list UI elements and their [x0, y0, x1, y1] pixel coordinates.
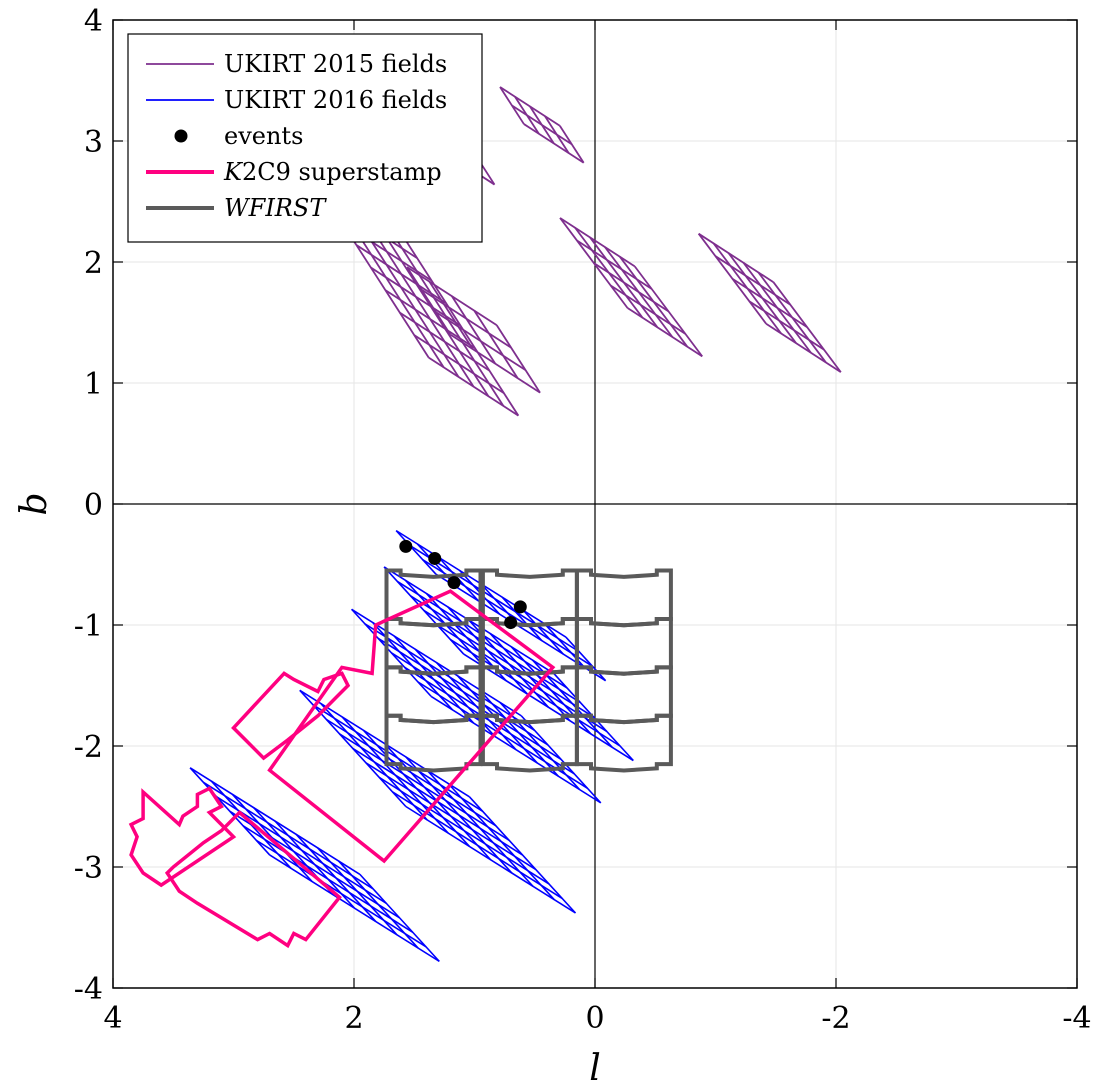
y-tick-label: -3 [74, 851, 103, 886]
legend: UKIRT 2015 fields UKIRT 2016 fields events… [127, 33, 483, 243]
ukirt-2015-field [698, 232, 774, 283]
ukirt-2015-field [576, 239, 653, 290]
ukirt-2015-field [727, 252, 797, 344]
y-tick-label: -2 [74, 730, 103, 765]
x-tick-label: 0 [585, 1001, 604, 1036]
event-point [504, 616, 518, 630]
wfirst-field [574, 713, 673, 773]
x-tick-label: -4 [1062, 1001, 1091, 1036]
x-axis-label: l [589, 1048, 601, 1089]
ukirt-2016-field [316, 847, 398, 936]
ukirt-2016-field [478, 688, 559, 777]
legend-entry-label: events [224, 122, 303, 150]
axes-frame [112, 19, 1078, 989]
k2c9-superstamp-outline [128, 786, 237, 888]
y-tick-label: -1 [74, 609, 103, 644]
ukirt-2016-field [299, 689, 407, 808]
ukirt-2016-field [501, 596, 543, 642]
legend-entry-label: K2C9 superstamp [223, 158, 442, 186]
k2c9-superstamp-outline [231, 671, 351, 761]
ukirt-2015-field [514, 96, 540, 135]
ukirt-2016-field [553, 672, 634, 762]
ukirt-2015-field [406, 266, 452, 336]
ukirt-2016-field [435, 661, 517, 751]
ukirt-2016-field [405, 756, 513, 874]
y-axis-label: b [14, 492, 55, 515]
ukirt-2016-field [489, 632, 571, 722]
k2c9-superstamp-outline [267, 589, 556, 864]
ukirt-2015-field [715, 255, 791, 306]
ukirt-2015-field [634, 265, 703, 357]
ukirt-2015-field [765, 322, 842, 373]
ukirt-2015-field [428, 281, 474, 350]
y-tick-label: 2 [84, 246, 103, 281]
x-tick-label: 4 [103, 1001, 122, 1036]
ukirt-2015-field [697, 233, 767, 325]
ukirt-2015-field [451, 295, 496, 365]
ukirt-2015-field [559, 217, 629, 309]
ukirt-2015-field [499, 86, 525, 125]
ukirt-2016-field [362, 729, 471, 847]
ukirt-2015-field [387, 212, 520, 417]
y-tick-label: 3 [84, 125, 103, 160]
ukirt-2016-field [337, 860, 419, 949]
event-point [428, 551, 442, 565]
event-point [399, 539, 413, 553]
ukirt-2016-field [395, 530, 437, 575]
y-tick-label: 1 [84, 367, 103, 402]
y-tick-label: 4 [84, 4, 103, 39]
legend-marker-dot [174, 129, 188, 143]
wfirst-field [384, 713, 483, 773]
ukirt-2016-field [350, 608, 432, 697]
ukirt-2016-field [520, 715, 602, 804]
ukirt-2015-field [559, 217, 636, 268]
ukirt-2015-field [757, 271, 827, 363]
x-tick-label: -2 [821, 1001, 850, 1036]
ukirt-2015-field [742, 262, 812, 354]
ukirt-2016-field [522, 609, 564, 655]
ukirt-2015-field [559, 125, 585, 164]
ukirt-2016-field [447, 782, 555, 901]
ukirt-2015-field [619, 256, 689, 348]
ukirt-2015-field [748, 300, 825, 351]
ukirt-2015-field [712, 242, 782, 334]
x-tick-label: 2 [344, 1001, 363, 1036]
y-tick-label: 0 [84, 488, 103, 523]
ukirt-2016-field [189, 767, 271, 856]
ukirt-2016-field [341, 716, 449, 834]
legend-entry-label: WFIRST [224, 194, 327, 222]
ukirt-2016-field [231, 793, 313, 883]
ukirt-2015-field [495, 324, 541, 394]
ukirt-2016-field [393, 635, 475, 724]
legend-entry-label: UKIRT 2016 fields [224, 86, 447, 114]
ukirt-2016-field [447, 606, 528, 695]
ukirt-2015-field [604, 246, 674, 338]
y-tick-label: -4 [74, 972, 103, 1007]
wfirst-field [480, 713, 579, 773]
ukirt-2015-field [589, 236, 659, 328]
ukirt-2015-field [772, 281, 842, 373]
ukirt-2015-field [610, 284, 686, 335]
ukirt-2016-field [383, 566, 465, 655]
ukirt-2015-field [593, 262, 669, 313]
ukirt-2016-field [359, 873, 440, 962]
ukirt-2016-field [468, 796, 577, 914]
ukirt-2015-field [574, 227, 644, 319]
event-point [513, 600, 527, 614]
ukirt-2015-field [529, 105, 555, 144]
ukirt-2016-field [274, 820, 356, 909]
ukirt-2016-field [295, 833, 377, 922]
ukirt-2015-field [627, 307, 703, 358]
event-point [447, 576, 461, 590]
ukirt-2016-field [320, 703, 428, 821]
ukirt-2015-field [544, 115, 570, 154]
ukirt-2015-field [473, 310, 519, 379]
k2c9-superstamp-outline [164, 810, 342, 949]
legend-entry-label: UKIRT 2015 fields [224, 50, 447, 78]
ukirt-2016-field [499, 701, 581, 791]
ukirt-2015-field [731, 277, 808, 328]
tick-labels: 4 2 0 -2 -4 -4 -3 -2 -1 0 1 2 3 4 [74, 4, 1092, 1036]
ukirt-2016-field [210, 780, 292, 869]
